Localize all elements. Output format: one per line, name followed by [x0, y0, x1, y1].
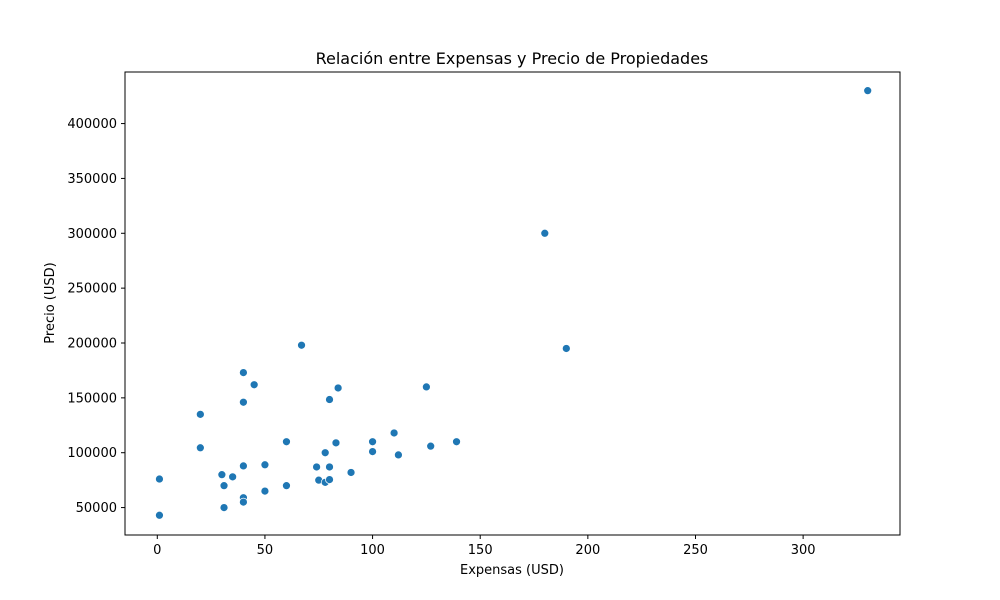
scatter-point	[195, 409, 205, 419]
scatter-point	[155, 474, 164, 484]
scatter-point	[346, 468, 356, 477]
scatter-point	[155, 510, 164, 520]
scatter-point	[394, 450, 403, 460]
scatter-point	[540, 228, 550, 238]
x-axis-label: Expensas (USD)	[460, 563, 564, 578]
x-tick-label: 150	[468, 543, 493, 558]
y-tick-label: 400000	[67, 117, 117, 132]
scatter-point	[228, 472, 238, 482]
x-tick-label: 300	[791, 543, 816, 558]
scatter-point	[239, 397, 248, 407]
scatter-point	[239, 461, 248, 471]
y-axis-label: Precio (USD)	[43, 262, 58, 343]
y-tick-label: 150000	[67, 391, 117, 406]
y-tick-label: 300000	[67, 227, 117, 242]
plot-area-frame	[124, 71, 901, 536]
scatter-point	[282, 481, 291, 491]
y-tick-label: 100000	[67, 446, 117, 461]
scatter-point	[312, 462, 321, 472]
scatter-point	[389, 428, 399, 438]
scatter-point	[325, 395, 334, 404]
y-tick-label: 50000	[76, 501, 117, 516]
scatter-point	[219, 481, 229, 491]
y-tick-label: 250000	[67, 282, 117, 297]
scatter-point	[561, 344, 571, 353]
scatter-point	[863, 86, 873, 96]
x-tick-label: 50	[257, 543, 274, 558]
scatter-point	[331, 438, 341, 448]
scatter-point	[325, 475, 334, 484]
scatter-point	[195, 443, 205, 453]
scatter-point	[320, 448, 330, 458]
scatter-point	[452, 437, 461, 447]
scatter-point	[260, 460, 270, 470]
scatter-point	[219, 503, 229, 512]
scatter-point	[368, 437, 377, 447]
scatter-point	[297, 340, 306, 350]
scatter-point	[282, 437, 291, 447]
x-tick-label: 200	[575, 543, 600, 558]
chart-title: Relación entre Expensas y Precio de Prop…	[316, 49, 709, 68]
y-tick-label: 350000	[67, 172, 117, 187]
scatter-point	[426, 441, 436, 451]
y-axis: 50000 100000 150000 200000 250000 300000 35000…	[67, 117, 125, 516]
y-tick-label: 200000	[67, 336, 117, 351]
x-tick-label: 0	[153, 543, 161, 558]
scatter-point	[239, 368, 248, 377]
scatter-point	[422, 382, 431, 392]
scatter-points	[155, 86, 873, 520]
scatter-point	[333, 383, 343, 393]
scatter-point	[217, 470, 227, 480]
scatter-point	[239, 497, 248, 507]
x-tick-label: 250	[683, 543, 708, 558]
x-tick-label: 100	[360, 543, 385, 558]
x-axis: 0 50 100 150 200 250 300	[153, 535, 816, 558]
scatter-point	[368, 447, 377, 456]
scatter-point	[260, 486, 270, 496]
scatter-point	[325, 462, 334, 472]
scatter-point	[249, 380, 259, 390]
